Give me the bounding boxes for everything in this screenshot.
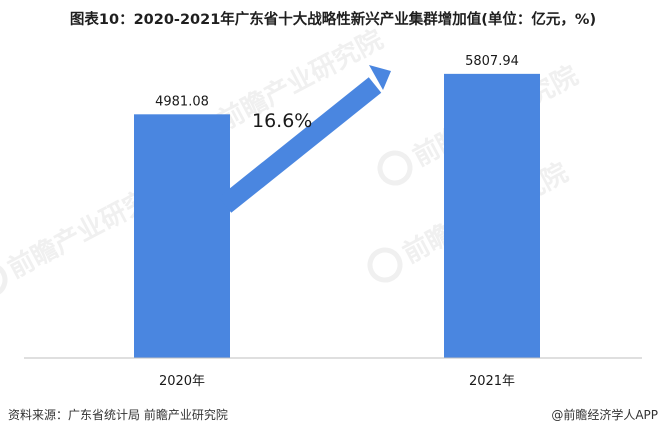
- growth-arrow-head: [369, 65, 391, 90]
- source-note: 资料来源：广东省统计局 前瞻产业研究院: [8, 408, 228, 422]
- bars-group: [134, 73, 540, 359]
- brand-label: @前瞻经济学人APP: [551, 408, 658, 422]
- growth-arrow: [218, 65, 391, 213]
- x-labels-group: 2020年 2021年: [159, 374, 515, 389]
- bar-1: [134, 114, 230, 358]
- chart-title: 图表10：2020-2021年广东省十大战略性新兴产业集群增加值(单位：亿元，%…: [69, 12, 597, 28]
- watermark-logo-icon: [367, 247, 403, 283]
- bar-2: [444, 73, 540, 359]
- watermark-logo-icon: [0, 262, 8, 298]
- x-tick-label-1: 2020年: [159, 374, 205, 389]
- watermark-logo-icon: [377, 150, 413, 186]
- bar-value-label-1: 4981.08: [155, 94, 209, 109]
- bar-value-label-2: 5807.94: [465, 54, 519, 69]
- x-tick-label-2: 2021年: [469, 374, 515, 389]
- value-labels-group: 4981.08 5807.94: [155, 54, 519, 109]
- growth-rate-label: 16.6%: [252, 110, 312, 132]
- growth-arrow-shaft: [218, 77, 382, 213]
